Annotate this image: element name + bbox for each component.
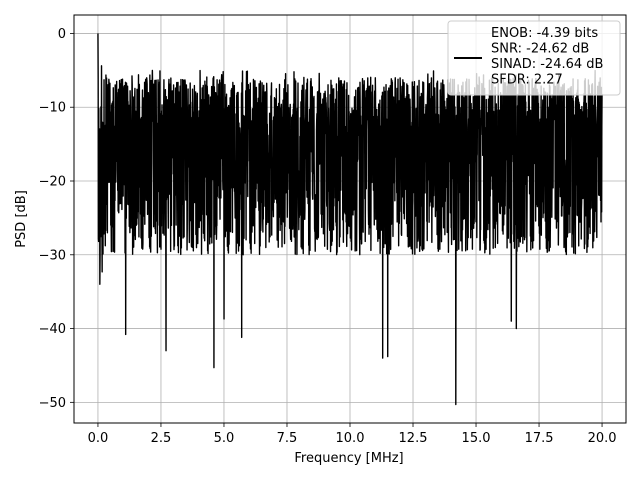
legend-line: SFDR: 2.27 bbox=[491, 73, 563, 88]
y-tick-label: −20 bbox=[39, 175, 66, 190]
legend-entry: ENOB: -4.39 bits SNR: -24.62 dB SINAD: -24… bbox=[491, 26, 603, 88]
y-tick-label: −10 bbox=[39, 101, 66, 116]
x-tick-label: 20.0 bbox=[588, 431, 617, 446]
x-axis-label: Frequency [MHz] bbox=[294, 451, 403, 466]
y-axis-ticks: 0 −10 −20 −30 −40 −50 bbox=[39, 27, 74, 411]
legend-box bbox=[447, 20, 621, 96]
x-axis-ticks: 0.0 2.5 5.0 7.5 10.0 12.5 15.0 17.5 20.0 bbox=[88, 423, 617, 446]
psd-trace-group bbox=[97, 33, 603, 406]
legend-line: SINAD: -24.64 dB bbox=[491, 57, 603, 72]
y-tick-label: −40 bbox=[39, 322, 66, 337]
x-tick-label: 2.5 bbox=[151, 431, 172, 446]
x-tick-label: 17.5 bbox=[525, 431, 554, 446]
legend: ENOB: -4.39 bits SNR: -24.62 dB SINAD: -24… bbox=[447, 20, 621, 96]
y-tick-label: 0 bbox=[58, 27, 66, 42]
x-tick-label: 5.0 bbox=[214, 431, 235, 446]
y-tick-label: −30 bbox=[39, 248, 66, 263]
psd-trace-line bbox=[97, 33, 603, 406]
x-tick-label: 0.0 bbox=[88, 431, 109, 446]
x-tick-label: 7.5 bbox=[277, 431, 298, 446]
legend-line: ENOB: -4.39 bits bbox=[491, 26, 598, 41]
x-tick-label: 10.0 bbox=[336, 431, 365, 446]
x-tick-label: 12.5 bbox=[399, 431, 428, 446]
y-tick-label: −50 bbox=[39, 396, 66, 411]
x-tick-label: 15.0 bbox=[462, 431, 491, 446]
legend-line: SNR: -24.62 dB bbox=[491, 42, 589, 57]
y-axis-label: PSD [dB] bbox=[14, 190, 29, 248]
